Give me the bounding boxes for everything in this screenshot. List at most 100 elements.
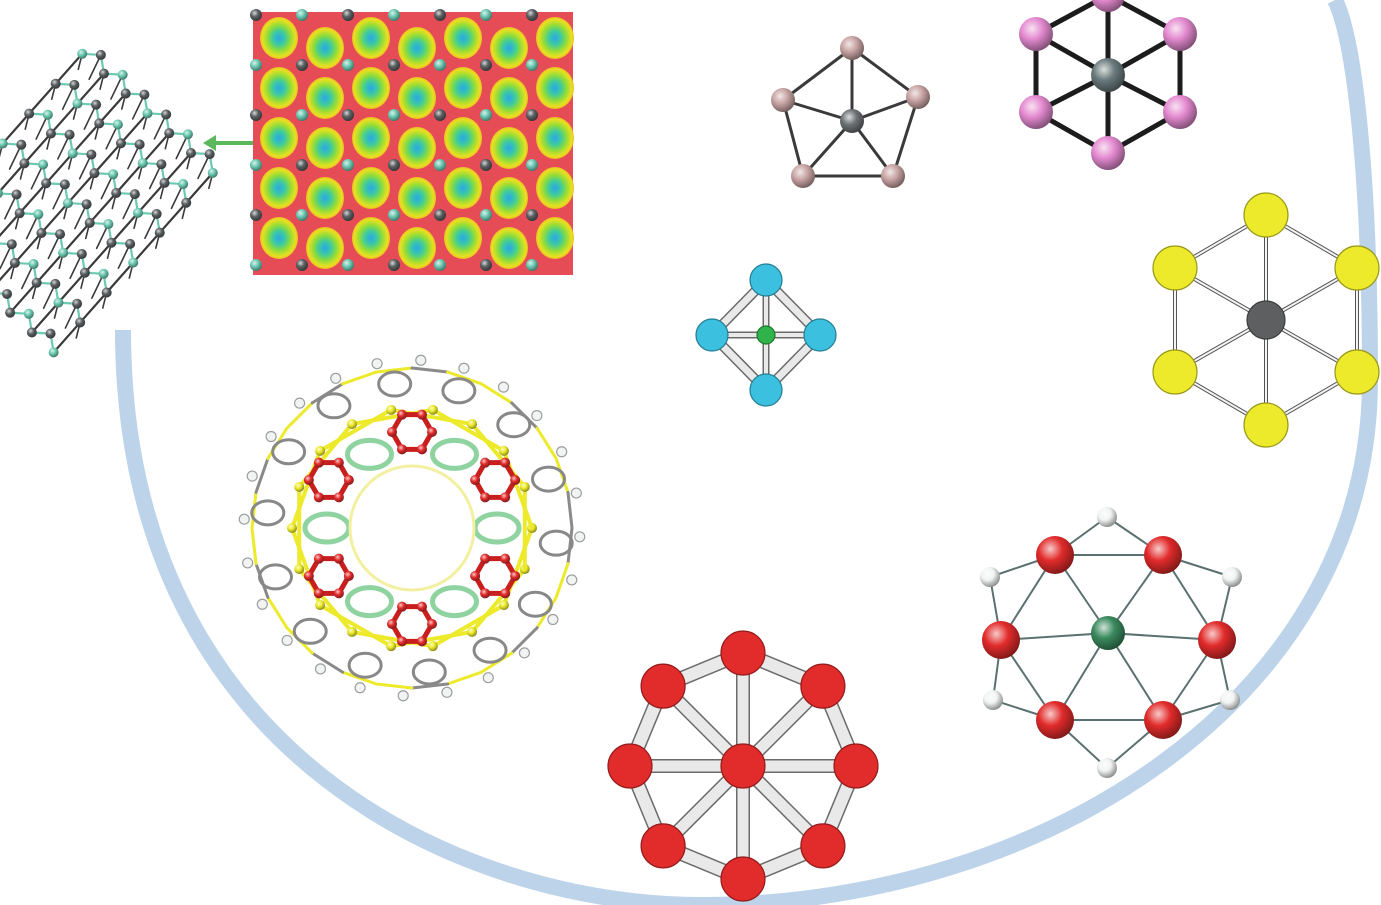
carbon-atom (36, 228, 47, 238)
density-cell (444, 17, 482, 59)
hydrogen-atom (1097, 507, 1117, 527)
hydrogen-atom (256, 598, 268, 610)
carbon-atom (72, 298, 83, 309)
density-cell (536, 217, 574, 259)
hydrogen-atom (556, 446, 568, 458)
red-atom (480, 588, 491, 599)
yellow-atom (386, 404, 397, 415)
teal-atom (28, 259, 39, 270)
bond (185, 171, 214, 204)
teal-atom (48, 347, 59, 358)
carbon-atom (45, 328, 56, 339)
hydrogen-atom (497, 381, 510, 393)
carbon-atom (296, 159, 308, 171)
electron-localization-map (250, 9, 574, 275)
yellow-atom (498, 600, 509, 611)
bond (374, 366, 414, 374)
density-cell (306, 27, 344, 69)
red-atom (480, 457, 491, 468)
outer-atom (906, 85, 930, 109)
hydrogen-atom (293, 397, 306, 409)
carbon-atom (111, 188, 122, 198)
carbon-atom (50, 278, 61, 289)
yellow-atom (467, 419, 477, 430)
red-atom (417, 636, 427, 647)
bond (566, 526, 574, 566)
outer-atom (982, 621, 1020, 659)
density-cell (306, 77, 344, 119)
outer-atom (881, 164, 905, 188)
carbon-atom (134, 139, 145, 150)
carbon-atom (480, 259, 492, 271)
outer-atom (803, 318, 837, 352)
red-atom (510, 475, 521, 485)
red-atom (500, 492, 511, 503)
grey-ring (472, 636, 508, 664)
hydrogen-atom (547, 613, 559, 626)
hydrogen-atom (238, 513, 250, 525)
bond (76, 72, 106, 105)
carbon-atom (296, 59, 308, 71)
teal-atom (98, 268, 109, 279)
bond (132, 231, 161, 264)
carbon-atom (45, 128, 56, 139)
grey-ring (347, 651, 383, 679)
red-atom (333, 457, 344, 468)
density-cell (536, 167, 574, 209)
carbon-atom (480, 59, 492, 71)
bond (0, 261, 16, 282)
teal-atom (388, 9, 400, 21)
carbon-atom (55, 229, 66, 240)
density-cell (306, 127, 344, 169)
outer-atom (1334, 349, 1380, 395)
center-atom (840, 109, 864, 133)
grey-ring (292, 617, 328, 645)
carbon-atom (129, 189, 140, 200)
grey-ring (271, 438, 307, 466)
density-cell (260, 117, 298, 159)
hydrogen-atom (330, 372, 342, 384)
teal-atom (480, 9, 492, 21)
red-atom (417, 444, 427, 455)
bond (801, 119, 854, 178)
teal-atom (108, 169, 119, 180)
hydrogen-atom (265, 430, 277, 443)
carbon-atom (14, 208, 25, 219)
red-atom (427, 619, 437, 629)
carbon-atom (2, 288, 13, 299)
carbon-atom (9, 257, 20, 268)
bond (554, 562, 570, 599)
red-atom (303, 571, 314, 581)
carbon-atom (41, 178, 52, 189)
background-arc (115, 0, 1379, 905)
octahedral-cluster (695, 263, 837, 407)
bond (535, 426, 558, 461)
teal-atom (132, 207, 143, 218)
red-atom (510, 571, 521, 581)
outer-atom (1091, 136, 1125, 170)
teal-atom (250, 259, 262, 271)
bond (850, 46, 920, 99)
carbon-atom (342, 9, 354, 21)
teal-atom (0, 138, 8, 149)
bond (510, 626, 539, 655)
carbon-atom (186, 148, 196, 158)
density-cell (260, 17, 298, 59)
hydrogen-atom (1097, 758, 1117, 778)
carbon-atom (388, 59, 400, 71)
grey-ring (377, 370, 413, 398)
teal-atom (342, 259, 354, 271)
density-cell (306, 227, 344, 269)
carbon-atom (86, 149, 97, 160)
carbon-atom (106, 237, 117, 248)
density-cell (260, 167, 298, 209)
bond (285, 401, 314, 430)
bond (136, 181, 166, 214)
carbon-atom (181, 197, 192, 208)
carbon-atom (31, 277, 42, 288)
bond (310, 651, 345, 674)
bond (49, 102, 79, 135)
carbon-atom (95, 49, 106, 60)
density-cell (490, 27, 528, 69)
red-atom (427, 427, 437, 437)
